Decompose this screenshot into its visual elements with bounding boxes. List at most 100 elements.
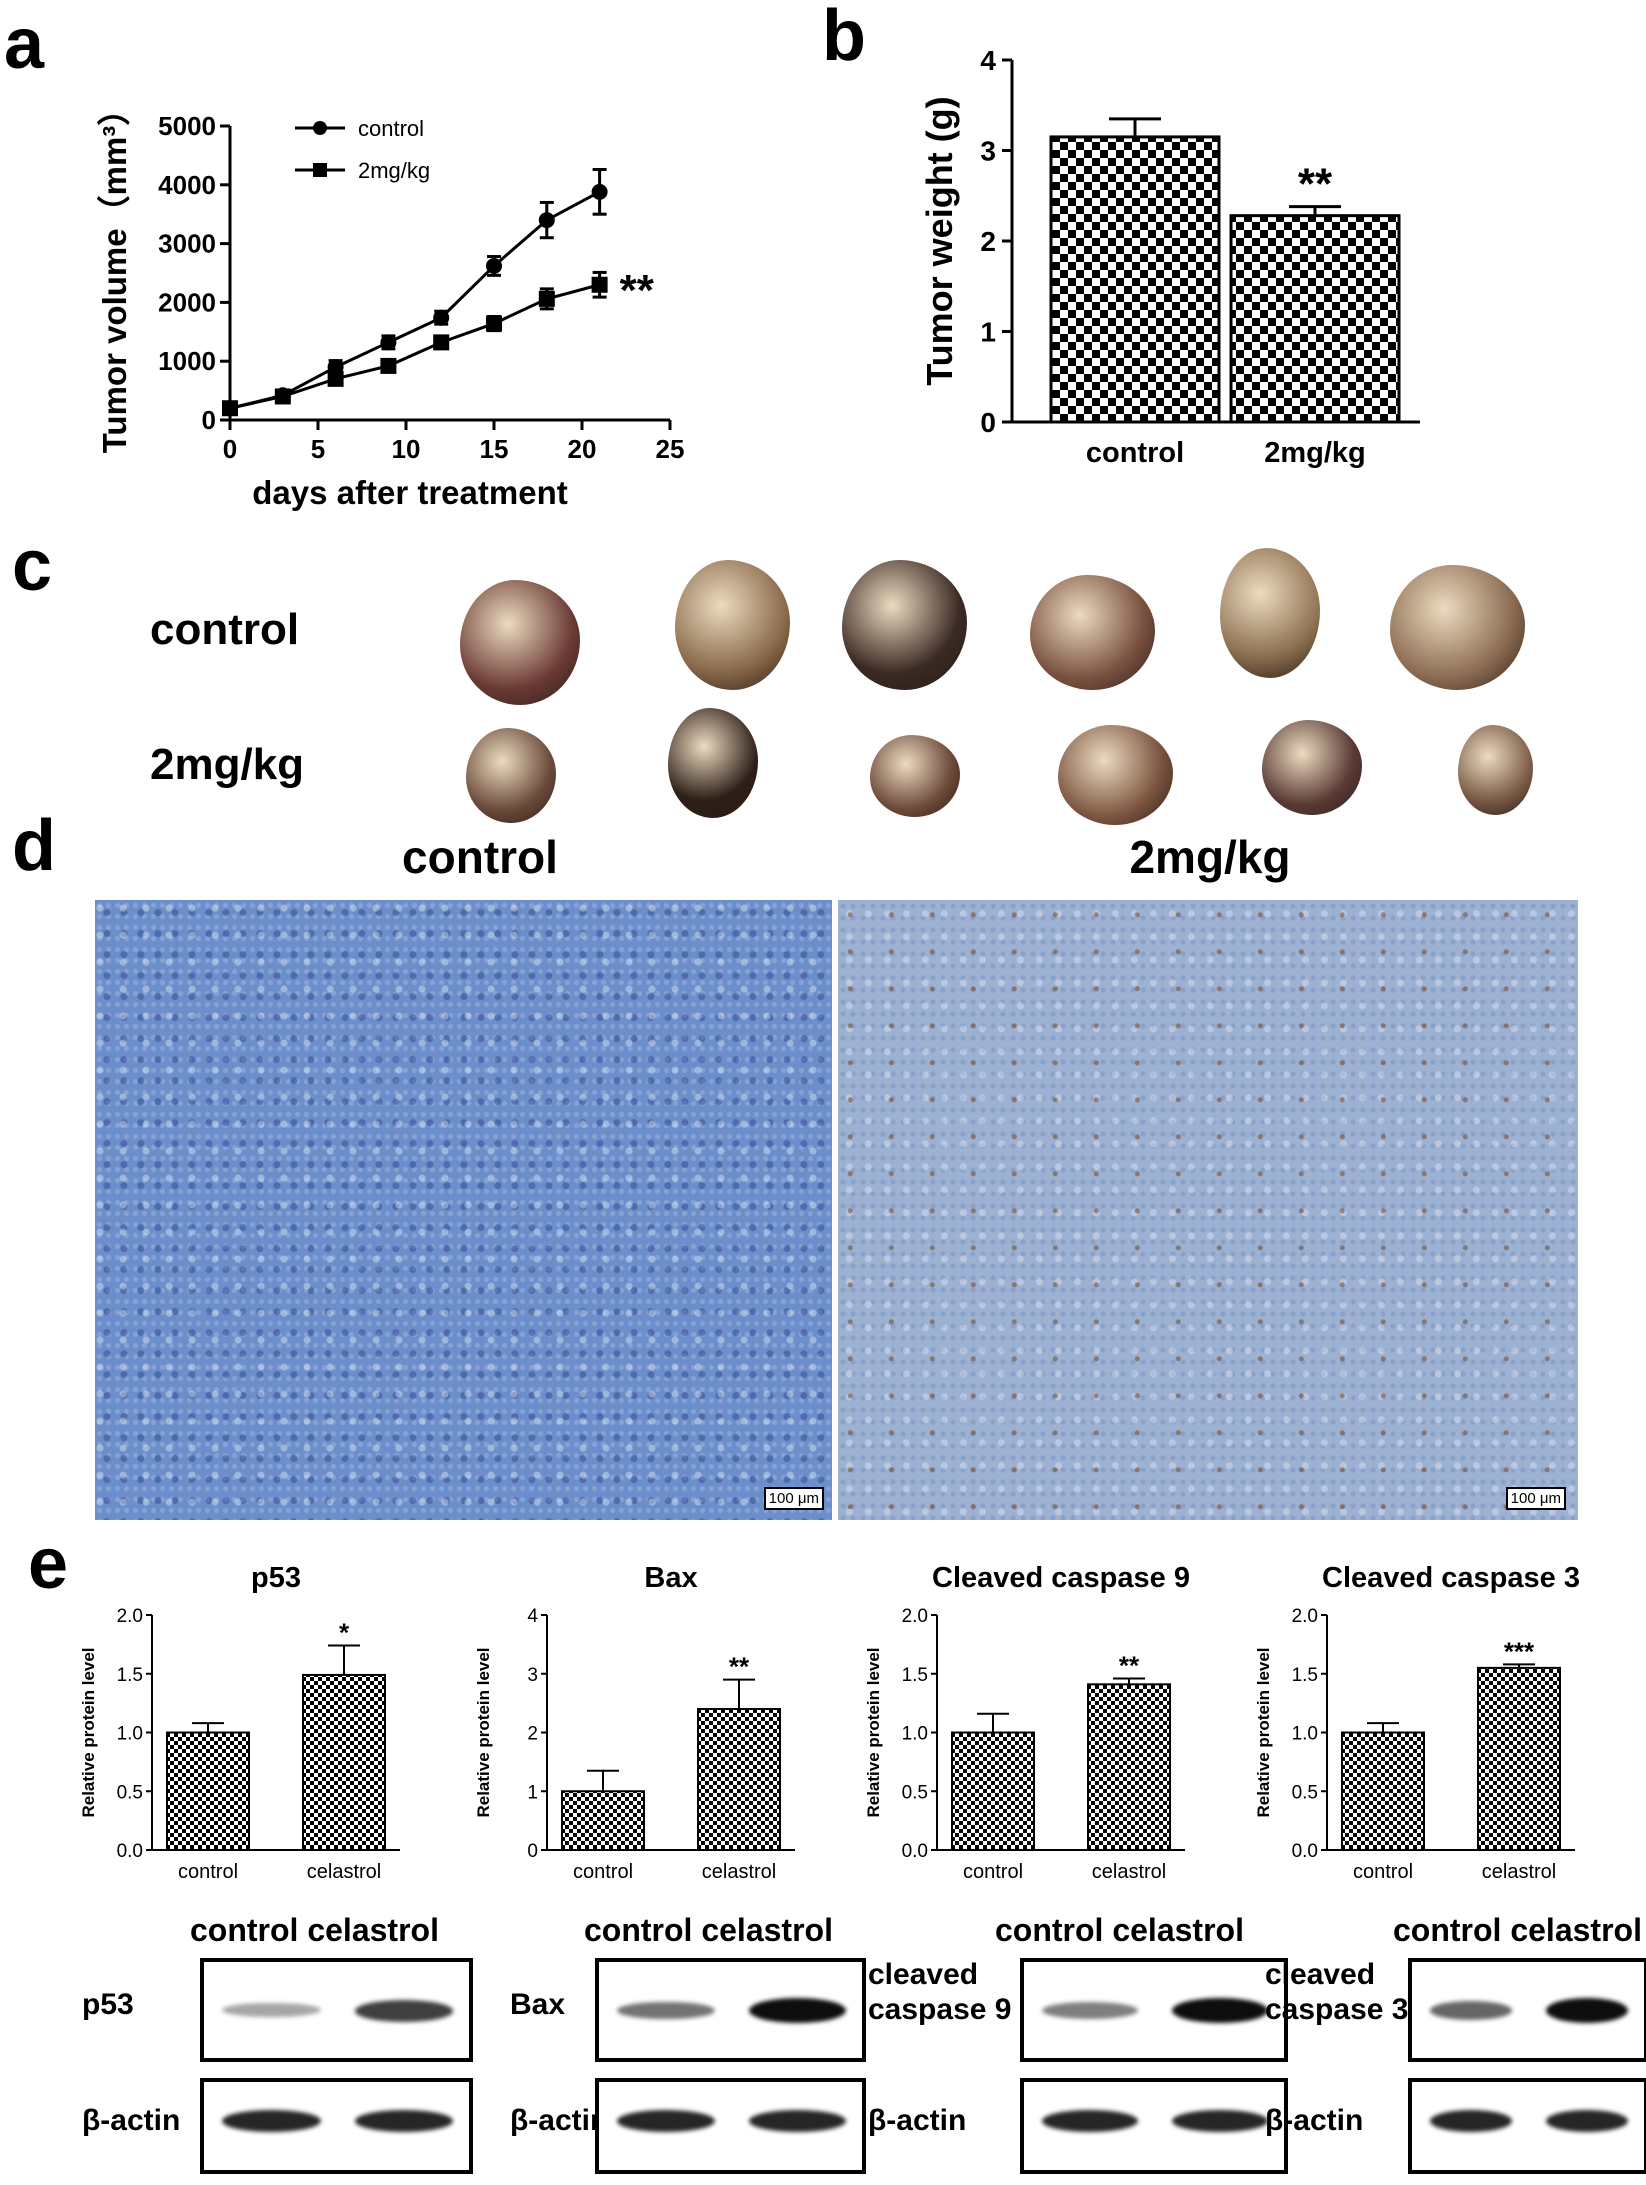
y-tick-label: 0 [527,1841,538,1862]
bar [1477,1666,1561,1851]
tumor-photo-control [1030,575,1155,690]
chart-title: Bax [644,1565,697,1594]
blot-target-box [1020,1958,1288,2062]
blot-target-label: cleaved caspase 3 [1265,1958,1409,2026]
bar [1087,1683,1171,1851]
scale-bar-treated: 100 μm [1505,1487,1566,1510]
blot-band [1042,2002,1138,2019]
tumor-photo-treated [668,708,758,818]
y-tick-label: 3 [527,1665,538,1686]
actin-band [1430,2110,1512,2132]
histology-title-treated: 2mg/kg [1129,831,1291,883]
tumor-photo-control [1220,548,1320,678]
y-tick-label: 4 [980,45,996,76]
chart-title: Cleaved caspase 9 [932,1565,1190,1594]
blot-band [1546,1998,1628,2024]
actin-band [222,2110,321,2132]
tumor-photo-control [842,560,967,690]
y-axis-label: Relative protein level [474,1647,493,1817]
significance-mark: ** [1119,1650,1140,1680]
blot-loading-box [200,2078,473,2174]
tumor-photo-treated [1262,720,1362,815]
y-tick-label: 3 [980,136,996,167]
data-point-square [591,276,608,293]
blot-band [222,2003,321,2018]
y-tick-label: 2 [527,1724,538,1745]
significance-mark: ** [1298,160,1333,209]
legend-marker-circle [313,121,327,135]
chart-title: Cleaved caspase 3 [1322,1565,1580,1594]
blot-band [1172,1998,1268,2024]
data-point-circle [486,257,502,274]
x-tick-label: 15 [480,434,509,464]
legend-label: 2mg/kg [358,158,430,183]
tumor-row-label-treated: 2mg/kg [150,740,305,789]
x-category-label: celastrol [1092,1861,1166,1883]
actin-band [617,2110,715,2132]
data-point-circle [591,183,608,200]
actin-band [354,2110,453,2132]
y-axis-label: Relative protein level [864,1647,883,1817]
y-tick-label: 2 [980,226,996,257]
blot-loading-box [595,2078,866,2174]
bar [697,1708,781,1851]
blot-target-box [1408,1958,1646,2062]
tumor-photo-treated [466,728,556,823]
data-point-square [327,370,344,387]
x-category-label: celastrol [1482,1861,1556,1883]
blot-lane-header: control celastrol [584,1912,833,1948]
bar [302,1673,386,1851]
bar [1229,214,1401,424]
y-tick-label: 0.0 [902,1841,928,1862]
actin-band [1546,2110,1628,2132]
tumor-photo-treated [1058,725,1173,825]
chart-title: p53 [251,1565,301,1594]
y-tick-label: 1.5 [902,1665,928,1686]
data-point-square [538,290,555,307]
bar [951,1731,1035,1851]
significance-mark: ** [729,1652,750,1682]
caspase9-bar-chart: Cleaved caspase 9 0.0 0.5 1.0 1.5 2.0 Relative… [864,1565,1190,1883]
x-category-label: control [1353,1861,1413,1883]
y-tick-label: 4000 [158,170,216,200]
tumor-photo-treated [870,735,960,817]
tumor-weight-bar-chart: 0 1 2 3 4 Tumor weight (g) control ** 2mg/kg [919,45,1420,469]
blot-loading-box [1408,2078,1646,2174]
tumor-photo-control [675,560,790,690]
y-axis-label: Relative protein level [1254,1647,1273,1817]
scale-bar-control: 100 μm [763,1487,824,1510]
actin-band [1042,2110,1138,2132]
blot-lane-header: control celastrol [995,1912,1244,1948]
x-category-label: control [178,1861,238,1883]
blot-loading-label: β-actin [1265,2104,1364,2137]
histology-image-control: 100 μm [95,900,832,1520]
y-tick-label: 0.5 [1292,1782,1318,1803]
blot-loading-label: β-actin [82,2104,181,2137]
x-tick-label: 10 [392,434,421,464]
legend-marker-square [313,163,327,177]
y-tick-label: 1.5 [1292,1665,1318,1686]
bar [561,1790,645,1851]
actin-band [748,2110,846,2132]
x-category-label: celastrol [702,1861,776,1883]
x-category-label: control [963,1861,1023,1883]
y-tick-label: 2.0 [1292,1606,1318,1627]
blot-lane-header: control celastrol [1393,1912,1642,1948]
blot-lane-header: control celastrol [190,1912,439,1948]
y-tick-label: 1.0 [902,1724,928,1745]
blot-loading-box [1020,2078,1288,2174]
y-axis-label: Tumor volume（mm³） [96,93,133,454]
y-tick-label: 1 [980,317,996,348]
data-point-circle [380,334,397,351]
tumor-photo-treated [1458,725,1533,815]
histology-image-treated: 100 μm [838,900,1578,1520]
histology-title-control: control [402,831,558,883]
significance-mark: *** [1504,1636,1535,1666]
panel-letter-d: d [12,806,56,886]
y-tick-label: 1 [527,1782,538,1803]
bar [1049,135,1221,424]
blot-target-label: Bax [510,1988,566,2021]
blot-band [1430,2001,1512,2020]
blot-band [617,2001,715,2020]
tumor-row-label-control: control [150,605,300,654]
